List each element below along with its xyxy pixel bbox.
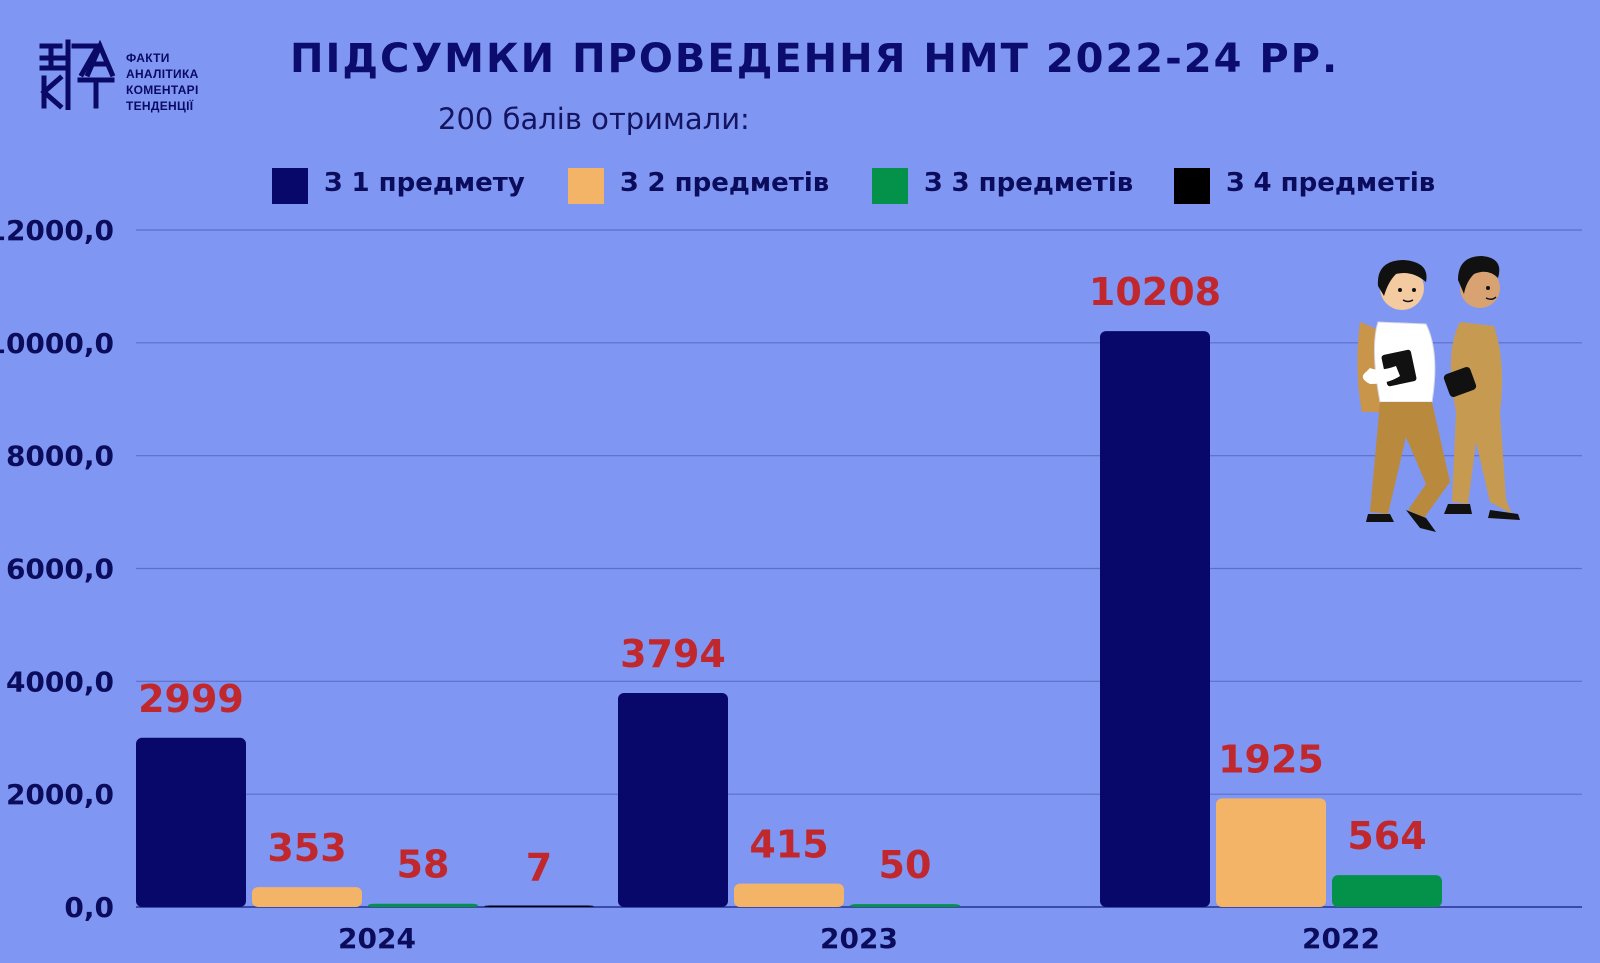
- bar-2023-series-1: [618, 692, 728, 907]
- y-tick-label: 6000,0: [6, 553, 114, 586]
- bar-2022-series-1: [1100, 331, 1210, 908]
- x-tick-label: 2022: [1302, 922, 1380, 955]
- legend: З 1 предмету З 2 предметів З 3 предметів…: [272, 166, 1472, 206]
- y-tick-label: 10000,0: [0, 327, 114, 360]
- data-label: 7: [526, 846, 552, 890]
- logo-mark-icon: [39, 39, 116, 110]
- data-label: 415: [749, 823, 828, 867]
- students-illustration-icon: [1357, 256, 1520, 532]
- bar-2024-series-2: [252, 887, 362, 907]
- logo-text: ФАКТИ АНАЛІТИКА КОМЕНТАРІ ТЕНДЕНЦІЇ: [126, 50, 199, 114]
- bar-2022-series-3: [1332, 875, 1442, 907]
- bar-2023-series-3: [850, 904, 960, 907]
- bar-2024-series-3: [368, 903, 478, 907]
- student-left-figure: [1357, 260, 1450, 532]
- chart-title: ПІДСУМКИ ПРОВЕДЕННЯ НМТ 2022-24 РР.: [290, 36, 1340, 82]
- data-label: 2999: [138, 677, 244, 721]
- x-tick-label: 2023: [820, 922, 898, 955]
- logo-line: АНАЛІТИКА: [126, 67, 199, 81]
- logo: ФАКТИ АНАЛІТИКА КОМЕНТАРІ ТЕНДЕНЦІЇ: [38, 38, 228, 118]
- data-label: 1925: [1218, 737, 1324, 781]
- y-tick-label: 2000,0: [6, 778, 114, 811]
- data-label: 10208: [1089, 270, 1221, 314]
- legend-label-4: З 4 предметів: [1226, 168, 1436, 198]
- legend-swatch-2: [568, 168, 604, 204]
- data-label: 3794: [620, 632, 726, 676]
- x-tick-label: 2024: [338, 922, 416, 955]
- logo-line: ТЕНДЕНЦІЇ: [126, 99, 194, 113]
- bar-2024-series-1: [136, 737, 246, 907]
- bar-2022-series-2: [1216, 798, 1326, 907]
- data-label: 58: [397, 843, 450, 887]
- data-label: 50: [879, 843, 932, 887]
- y-tick-label: 0,0: [64, 891, 114, 924]
- legend-swatch-1: [272, 168, 308, 204]
- y-tick-label: 8000,0: [6, 440, 114, 473]
- logo-line: КОМЕНТАРІ: [126, 83, 199, 97]
- bar-2024-series-4: [484, 905, 594, 907]
- student-right-figure: [1443, 256, 1520, 520]
- legend-swatch-4: [1174, 168, 1210, 204]
- legend-label-2: З 2 предметів: [620, 168, 830, 198]
- chart-subtitle: 200 балів отримали:: [438, 102, 750, 136]
- legend-swatch-3: [872, 168, 908, 204]
- data-label: 353: [267, 826, 346, 870]
- data-label: 564: [1347, 814, 1426, 858]
- y-tick-label: 12000,0: [0, 214, 114, 247]
- legend-label-1: З 1 предмету: [324, 168, 525, 198]
- logo-line: ФАКТИ: [126, 51, 170, 65]
- legend-label-3: З 3 предметів: [924, 168, 1134, 198]
- bar-2023-series-2: [734, 883, 844, 907]
- y-tick-label: 4000,0: [6, 665, 114, 698]
